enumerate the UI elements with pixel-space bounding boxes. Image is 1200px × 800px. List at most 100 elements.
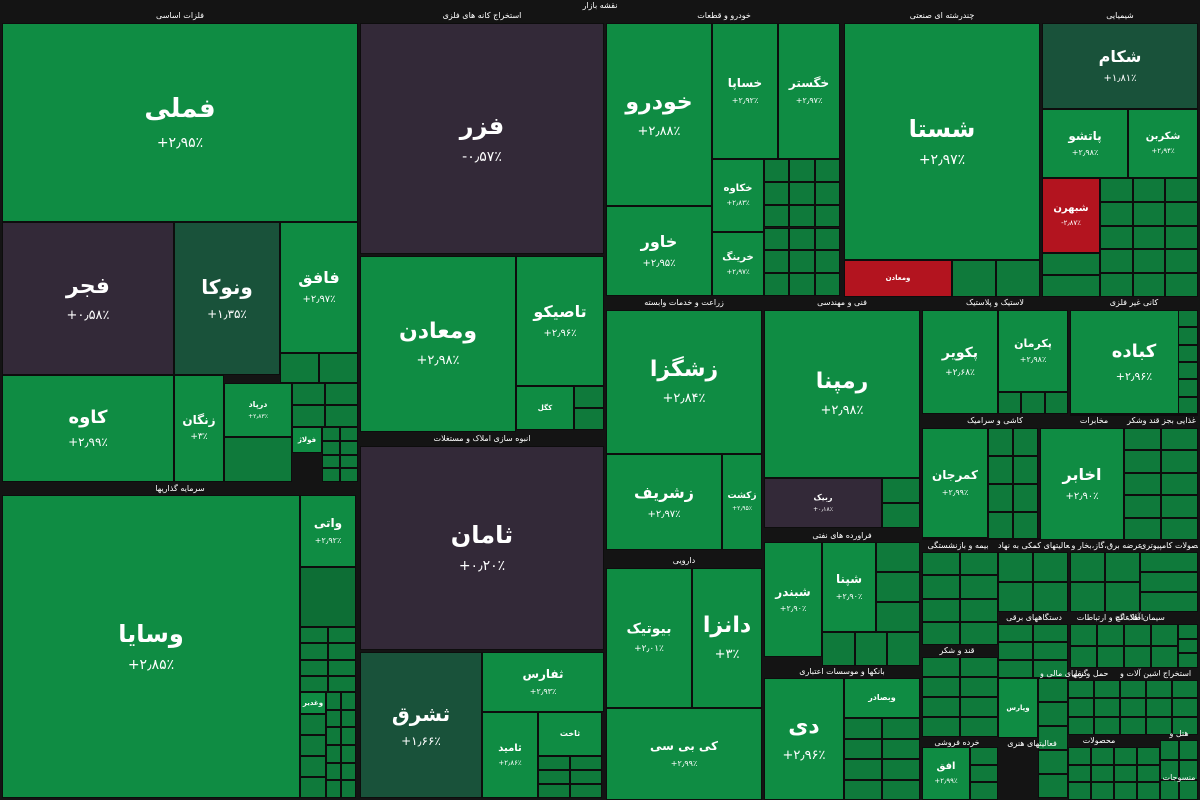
minor-tile[interactable] bbox=[1094, 716, 1120, 735]
minor-tile[interactable] bbox=[1140, 552, 1198, 572]
minor-tile[interactable] bbox=[960, 598, 998, 622]
minor-tile[interactable] bbox=[1137, 782, 1160, 800]
minor-tile[interactable] bbox=[844, 779, 882, 800]
minor-tile[interactable] bbox=[764, 227, 790, 251]
minor-tile[interactable] bbox=[764, 159, 790, 182]
minor-tile[interactable] bbox=[1033, 642, 1068, 660]
minor-tile[interactable] bbox=[1091, 764, 1114, 783]
minor-tile[interactable] bbox=[341, 727, 356, 745]
minor-tile[interactable] bbox=[1097, 624, 1124, 646]
minor-tile[interactable] bbox=[1160, 780, 1179, 800]
minor-tile[interactable] bbox=[960, 717, 998, 737]
tile[interactable]: خرینگ +۲٫۹۷٪ bbox=[712, 232, 764, 296]
minor-tile[interactable] bbox=[322, 468, 340, 482]
minor-tile[interactable] bbox=[814, 204, 840, 228]
tile[interactable]: کاوه +۲٫۹۹٪ bbox=[2, 375, 174, 482]
minor-tile[interactable] bbox=[328, 659, 356, 676]
minor-tile[interactable] bbox=[1151, 646, 1178, 668]
minor-tile[interactable] bbox=[300, 735, 326, 756]
minor-tile[interactable] bbox=[1165, 225, 1198, 250]
minor-tile[interactable] bbox=[970, 747, 998, 765]
tile[interactable]: خکاوه +۲٫۸۳٪ bbox=[712, 159, 764, 232]
minor-tile[interactable] bbox=[1091, 747, 1114, 765]
minor-tile[interactable] bbox=[960, 697, 998, 717]
minor-tile[interactable] bbox=[882, 738, 920, 759]
minor-tile[interactable] bbox=[960, 621, 998, 645]
minor-tile[interactable] bbox=[814, 273, 840, 296]
tile[interactable]: ثامان +۰٫۲۰٪ bbox=[360, 446, 604, 650]
minor-tile[interactable] bbox=[1172, 698, 1198, 717]
minor-tile[interactable] bbox=[326, 727, 341, 745]
minor-tile[interactable] bbox=[340, 427, 358, 441]
tile[interactable]: کمرجان +۲٫۹۹٪ bbox=[922, 428, 988, 538]
minor-tile[interactable] bbox=[300, 756, 326, 777]
minor-tile[interactable] bbox=[1100, 178, 1133, 202]
minor-tile[interactable] bbox=[1038, 726, 1068, 750]
minor-tile[interactable] bbox=[1132, 201, 1166, 226]
minor-tile[interactable] bbox=[970, 764, 998, 783]
minor-tile[interactable] bbox=[764, 273, 790, 296]
minor-tile[interactable] bbox=[1172, 716, 1198, 735]
minor-tile[interactable] bbox=[1038, 702, 1068, 726]
minor-tile[interactable] bbox=[1178, 653, 1198, 668]
minor-tile[interactable] bbox=[326, 745, 341, 763]
minor-tile[interactable] bbox=[1097, 646, 1124, 668]
minor-tile[interactable] bbox=[1100, 225, 1133, 250]
minor-tile[interactable] bbox=[1124, 495, 1161, 518]
minor-tile[interactable] bbox=[882, 718, 920, 739]
minor-tile[interactable] bbox=[1161, 450, 1198, 473]
minor-tile[interactable] bbox=[988, 428, 1013, 456]
tile[interactable]: درپاد +۲٫۸۳٪ bbox=[224, 383, 292, 437]
minor-tile[interactable] bbox=[1160, 760, 1179, 780]
minor-tile[interactable] bbox=[882, 478, 920, 503]
minor-tile[interactable] bbox=[1178, 344, 1198, 362]
tile[interactable]: وبصادر bbox=[844, 678, 920, 718]
minor-tile[interactable] bbox=[538, 770, 570, 784]
minor-tile[interactable] bbox=[570, 770, 602, 784]
tile[interactable]: وپارس bbox=[998, 678, 1038, 738]
tile[interactable]: وسایا +۲٫۸۵٪ bbox=[2, 495, 300, 798]
tile[interactable]: رمپنا +۲٫۹۸٪ bbox=[764, 310, 920, 478]
tile[interactable]: ثفارس +۲٫۹۳٪ bbox=[482, 652, 604, 712]
minor-tile[interactable] bbox=[882, 759, 920, 780]
minor-tile[interactable] bbox=[876, 602, 920, 632]
tile[interactable]: دانزا +۳٪ bbox=[692, 568, 762, 708]
minor-tile[interactable] bbox=[789, 250, 815, 274]
minor-tile[interactable] bbox=[1132, 225, 1166, 250]
minor-tile[interactable] bbox=[1068, 782, 1091, 800]
minor-tile[interactable] bbox=[1165, 273, 1198, 297]
minor-tile[interactable] bbox=[570, 784, 602, 798]
minor-tile[interactable] bbox=[1033, 624, 1068, 642]
minor-tile[interactable] bbox=[922, 697, 960, 717]
minor-tile[interactable] bbox=[1161, 517, 1198, 540]
minor-tile[interactable] bbox=[328, 627, 356, 644]
minor-tile[interactable] bbox=[1178, 624, 1198, 639]
minor-tile[interactable] bbox=[1179, 760, 1198, 780]
minor-tile[interactable] bbox=[570, 756, 602, 770]
minor-tile[interactable] bbox=[1013, 428, 1038, 456]
minor-tile[interactable] bbox=[1124, 646, 1151, 668]
minor-tile[interactable] bbox=[325, 405, 358, 427]
minor-tile[interactable] bbox=[844, 738, 882, 759]
tile[interactable]: زشگزا +۲٫۸۴٪ bbox=[606, 310, 762, 454]
tile[interactable]: خاور +۲٫۹۵٪ bbox=[606, 206, 712, 296]
minor-tile[interactable] bbox=[326, 762, 341, 781]
minor-tile[interactable] bbox=[300, 714, 326, 735]
tile[interactable]: ونوکا +۱٫۳۵٪ bbox=[174, 222, 280, 375]
tile[interactable]: وغدیر bbox=[300, 692, 326, 714]
minor-tile[interactable] bbox=[280, 353, 319, 383]
minor-tile[interactable] bbox=[882, 503, 920, 528]
minor-tile[interactable] bbox=[1161, 428, 1198, 451]
minor-tile[interactable] bbox=[998, 642, 1033, 660]
tile[interactable]: بیوتیک +۲٫۰۱٪ bbox=[606, 568, 692, 708]
tile[interactable]: فزر -۰٫۵۷٪ bbox=[360, 23, 604, 254]
minor-tile[interactable] bbox=[1114, 782, 1137, 800]
minor-tile[interactable] bbox=[970, 782, 998, 800]
minor-tile[interactable] bbox=[322, 454, 340, 469]
minor-tile[interactable] bbox=[1013, 512, 1038, 540]
minor-tile[interactable] bbox=[1161, 495, 1198, 518]
minor-tile[interactable] bbox=[998, 392, 1022, 414]
minor-tile[interactable] bbox=[998, 552, 1033, 582]
minor-tile[interactable] bbox=[1146, 680, 1172, 699]
minor-tile[interactable] bbox=[922, 575, 960, 599]
